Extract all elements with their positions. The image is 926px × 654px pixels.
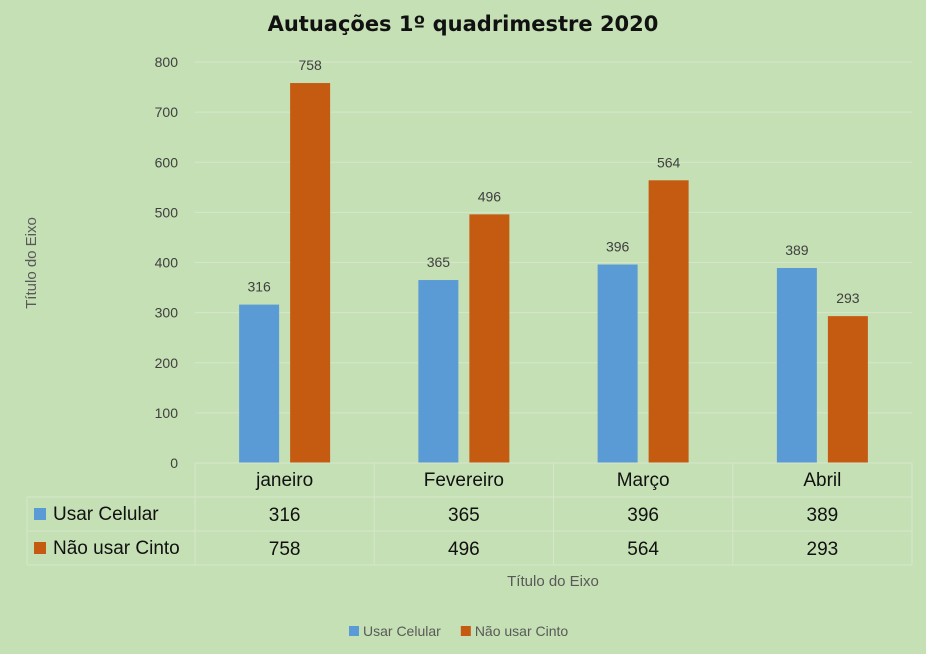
data-label: 758 (298, 57, 322, 73)
data-label: 396 (606, 239, 630, 255)
y-tick-label: 700 (155, 104, 179, 120)
x-tick-label: Fevereiro (424, 470, 504, 491)
data-table: janeiro Fevereiro Março Abril Usar Celular 31… (26, 462, 913, 566)
data-label: 365 (427, 254, 451, 270)
table-cell: 365 (448, 505, 480, 526)
data-label: 389 (785, 242, 809, 258)
table-cell: 293 (807, 539, 839, 560)
y-tick-label: 100 (155, 405, 179, 421)
data-label: 293 (836, 290, 860, 306)
bar (469, 214, 510, 463)
bar (239, 304, 280, 463)
table-series-name: Não usar Cinto (53, 538, 180, 559)
table-cell: 396 (627, 505, 659, 526)
x-tick-label: janeiro (255, 470, 313, 491)
table-series-name: Usar Celular (53, 504, 159, 525)
legend: Usar Celular Não usar Cinto (349, 623, 568, 639)
data-label: 496 (478, 188, 502, 204)
y-tick-label: 800 (155, 54, 179, 70)
table-cell: 496 (448, 539, 480, 560)
x-tick-label: Abril (803, 470, 841, 491)
y-tick-label: 200 (155, 355, 179, 371)
y-tick-label: 500 (155, 204, 179, 220)
legend-swatch (349, 626, 359, 636)
bars (239, 83, 868, 464)
bar (776, 268, 817, 463)
bar (597, 264, 638, 463)
y-axis-title: Título do Eixo (23, 217, 40, 309)
bar (290, 83, 331, 464)
legend-label: Usar Celular (363, 623, 441, 639)
y-tick-label: 300 (155, 305, 179, 321)
table-legend-key (34, 508, 46, 520)
table-cell: 564 (627, 539, 659, 560)
legend-label: Não usar Cinto (475, 623, 569, 639)
chart-title: Autuações 1º quadrimestre 2020 (268, 12, 659, 36)
bar (648, 180, 689, 464)
table-cell: 758 (269, 539, 301, 560)
legend-swatch (460, 626, 471, 636)
y-tick-label: 0 (170, 455, 178, 471)
bar (418, 280, 459, 463)
bar (827, 316, 868, 463)
y-tick-label: 400 (155, 255, 179, 271)
data-label: 316 (247, 279, 271, 295)
y-axis-ticks: 0 100 200 300 400 500 600 700 800 (155, 54, 179, 471)
data-label: 564 (657, 154, 681, 170)
x-axis-title: Título do Eixo (507, 573, 599, 590)
table-legend-key (34, 542, 46, 554)
data-labels: 316 758 365 496 396 564 389 293 (247, 57, 859, 306)
x-tick-label: Março (617, 470, 670, 491)
y-tick-label: 600 (155, 154, 179, 170)
table-cell: 316 (269, 505, 301, 526)
table-cell: 389 (807, 505, 839, 526)
